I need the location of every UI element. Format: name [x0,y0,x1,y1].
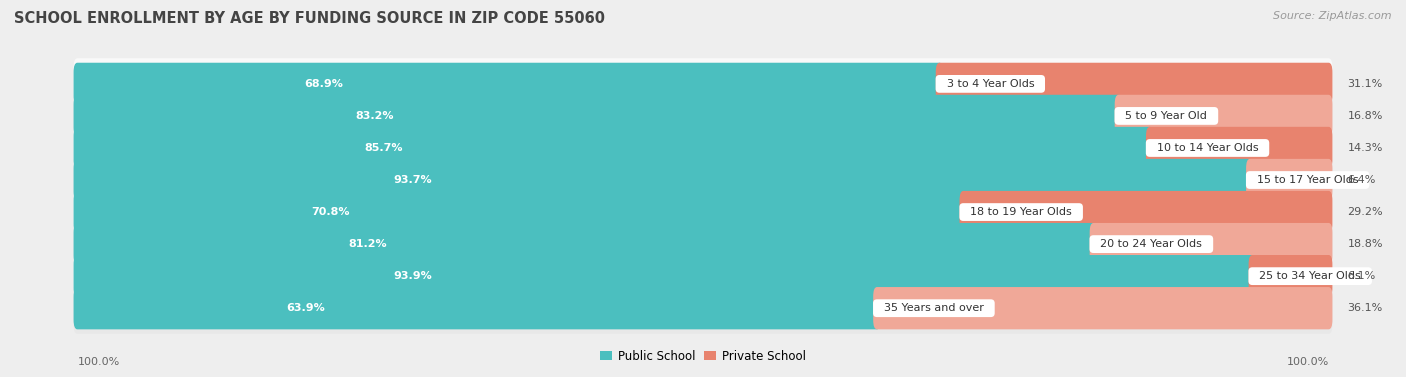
FancyBboxPatch shape [73,155,1333,206]
Text: 31.1%: 31.1% [1347,79,1382,89]
FancyBboxPatch shape [1249,255,1333,297]
FancyBboxPatch shape [73,95,1122,137]
FancyBboxPatch shape [73,90,1333,141]
FancyBboxPatch shape [73,127,1153,169]
FancyBboxPatch shape [936,63,1333,105]
Text: 35 Years and over: 35 Years and over [877,303,991,313]
FancyBboxPatch shape [73,186,1333,238]
Text: 14.3%: 14.3% [1347,143,1384,153]
FancyBboxPatch shape [959,191,1333,233]
Text: 20 to 24 Year Olds: 20 to 24 Year Olds [1094,239,1209,249]
Text: 85.7%: 85.7% [364,143,404,153]
Legend: Public School, Private School: Public School, Private School [595,345,811,367]
Text: 16.8%: 16.8% [1347,111,1384,121]
FancyBboxPatch shape [73,255,1256,297]
Text: Source: ZipAtlas.com: Source: ZipAtlas.com [1274,11,1392,21]
FancyBboxPatch shape [1115,95,1333,137]
Text: SCHOOL ENROLLMENT BY AGE BY FUNDING SOURCE IN ZIP CODE 55060: SCHOOL ENROLLMENT BY AGE BY FUNDING SOUR… [14,11,605,26]
Text: 70.8%: 70.8% [311,207,350,217]
Text: 100.0%: 100.0% [77,357,120,367]
Text: 83.2%: 83.2% [356,111,394,121]
Text: 93.7%: 93.7% [394,175,432,185]
Text: 5 to 9 Year Old: 5 to 9 Year Old [1118,111,1215,121]
Text: 36.1%: 36.1% [1347,303,1382,313]
Text: 93.9%: 93.9% [394,271,433,281]
Text: 6.4%: 6.4% [1347,175,1376,185]
Text: 25 to 34 Year Olds: 25 to 34 Year Olds [1253,271,1368,281]
FancyBboxPatch shape [73,223,1097,265]
FancyBboxPatch shape [73,283,1333,334]
Text: 15 to 17 Year Olds: 15 to 17 Year Olds [1250,175,1365,185]
FancyBboxPatch shape [73,159,1254,201]
FancyBboxPatch shape [73,250,1333,302]
Text: 81.2%: 81.2% [349,239,387,249]
Text: 18 to 19 Year Olds: 18 to 19 Year Olds [963,207,1078,217]
FancyBboxPatch shape [873,287,1333,329]
FancyBboxPatch shape [73,63,943,105]
Text: 63.9%: 63.9% [287,303,325,313]
Text: 100.0%: 100.0% [1286,357,1329,367]
Text: 29.2%: 29.2% [1347,207,1384,217]
FancyBboxPatch shape [73,58,1333,109]
FancyBboxPatch shape [73,191,967,233]
Text: 68.9%: 68.9% [304,79,343,89]
FancyBboxPatch shape [73,287,880,329]
Text: 3 to 4 Year Olds: 3 to 4 Year Olds [939,79,1040,89]
Text: 6.1%: 6.1% [1347,271,1375,281]
FancyBboxPatch shape [1246,159,1333,201]
Text: 10 to 14 Year Olds: 10 to 14 Year Olds [1150,143,1265,153]
Text: 18.8%: 18.8% [1347,239,1384,249]
FancyBboxPatch shape [1090,223,1333,265]
FancyBboxPatch shape [73,122,1333,173]
FancyBboxPatch shape [1146,127,1333,169]
FancyBboxPatch shape [73,219,1333,270]
